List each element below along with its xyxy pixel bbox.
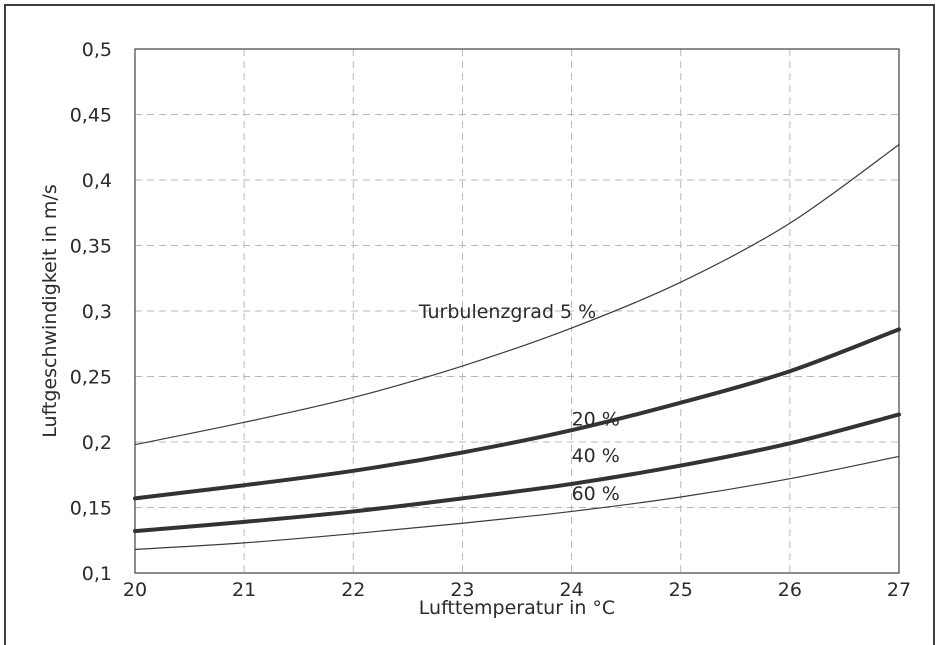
y-tick-label: 0,25: [70, 367, 112, 389]
x-tick-label: 26: [778, 579, 802, 601]
series-labels: Turbulenzgrad 5 % 20 % 40 % 60 %: [418, 301, 620, 505]
y-tick-label: 0,2: [82, 432, 112, 454]
series-lines: [133, 144, 901, 551]
y-tick-label: 0,45: [70, 105, 112, 127]
x-tick-label: 20: [123, 579, 147, 601]
series-line: [134, 144, 900, 446]
x-tick-labels: 20 21 22 23 24 25 26 27: [123, 579, 911, 601]
x-tick-label: 21: [232, 579, 256, 601]
x-tick-label: 23: [450, 579, 474, 601]
chart-frame: [4, 4, 935, 645]
y-tick-label: 0,5: [82, 39, 112, 61]
y-tick-label: 0,35: [70, 236, 112, 258]
series-label: 40 %: [572, 445, 620, 467]
series-line: [133, 412, 901, 534]
x-tick-label: 27: [887, 579, 911, 601]
x-tick-label: 25: [669, 579, 693, 601]
series-label: 60 %: [572, 483, 620, 505]
x-axis-label: Lufttemperatur in °C: [419, 597, 615, 619]
y-tick-label: 0,15: [70, 498, 112, 520]
y-tick-label: 0,3: [82, 301, 112, 323]
y-tick-label: 0,4: [82, 170, 112, 192]
y-tick-label: 0,1: [82, 563, 112, 585]
series-line: [134, 455, 900, 551]
y-axis-label: Luftgeschwindigkeit in m/s: [39, 184, 61, 437]
x-tick-label: 24: [559, 579, 583, 601]
plot-border: [134, 48, 900, 574]
series-label: Turbulenzgrad 5 %: [418, 301, 596, 323]
series-line: [133, 327, 901, 501]
series-label: 20 %: [572, 408, 620, 430]
x-tick-label: 22: [341, 579, 365, 601]
y-tick-labels: 0,1 0,15 0,2 0,25 0,3 0,35 0,4 0,45 0,5: [70, 39, 112, 585]
